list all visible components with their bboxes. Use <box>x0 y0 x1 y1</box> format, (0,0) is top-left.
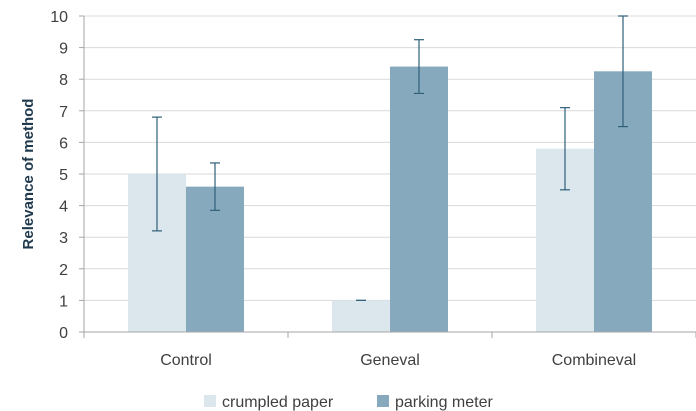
category-labels: Control Geneval Combineval <box>160 352 636 369</box>
y-tick-label: 4 <box>59 199 68 216</box>
legend-swatch <box>204 395 216 407</box>
y-tick-label: 1 <box>59 293 68 310</box>
error-bar <box>618 15 628 128</box>
y-axis-title: Relevance of method <box>20 99 37 250</box>
y-tick-label: 10 <box>50 9 68 26</box>
category-label-geneval: Geneval <box>360 352 420 369</box>
y-tick-label: 2 <box>59 262 68 279</box>
legend-item-parking-meter: parking meter <box>377 394 493 411</box>
bars <box>128 66 652 333</box>
category-label-combineval: Combineval <box>552 352 636 369</box>
error-bar <box>560 107 570 191</box>
y-tick-label: 8 <box>59 72 68 89</box>
y-tick-label: 9 <box>59 41 68 58</box>
bar-parking-meter-geneval <box>390 66 448 332</box>
y-tick-label: 7 <box>59 104 68 121</box>
error-bar <box>210 162 220 211</box>
y-tick-label: 5 <box>59 167 68 184</box>
category-label-control: Control <box>160 352 212 369</box>
error-bars <box>152 15 628 301</box>
y-axis-ticks: 0 1 2 3 4 5 6 7 8 9 10 <box>50 9 85 342</box>
error-bar <box>414 39 424 95</box>
legend-label: crumpled paper <box>222 394 334 411</box>
bar-crumpled-paper-geneval <box>332 300 390 332</box>
y-tick-label: 3 <box>59 230 68 247</box>
legend-item-crumpled-paper: crumpled paper <box>204 394 334 411</box>
legend-swatch <box>377 395 389 407</box>
y-tick-label: 6 <box>59 135 68 152</box>
error-bar <box>152 116 162 232</box>
legend: crumpled paper parking meter <box>204 394 493 411</box>
x-axis <box>83 331 696 338</box>
legend-label: parking meter <box>395 394 493 411</box>
y-tick-label: 0 <box>59 325 68 342</box>
